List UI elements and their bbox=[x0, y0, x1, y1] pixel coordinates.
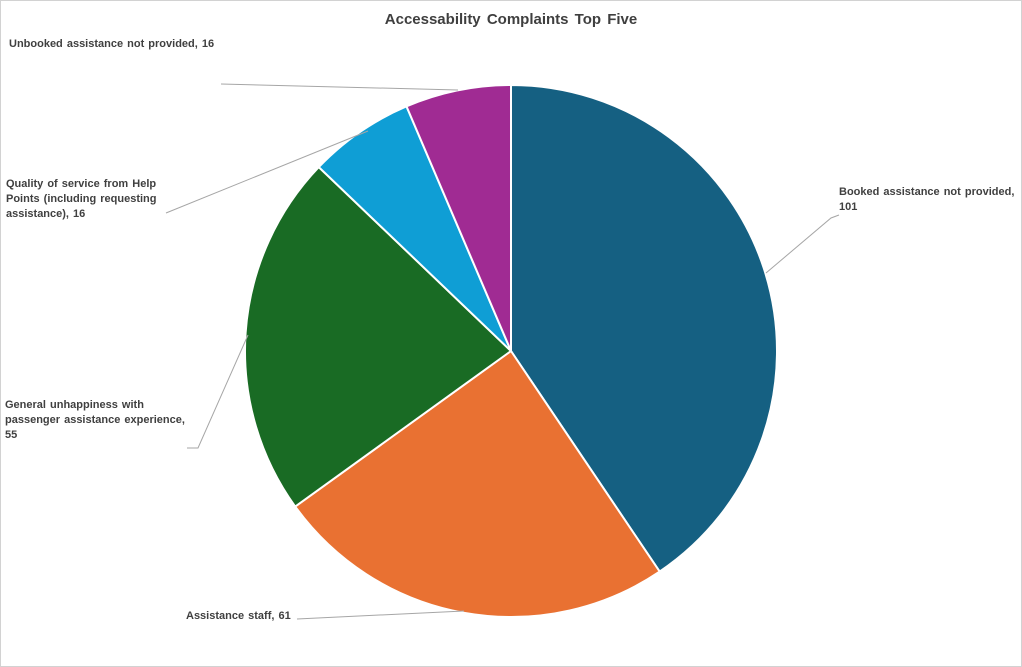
leader-line-unbooked bbox=[220, 83, 459, 91]
data-label-general-unhappiness: General unhappiness with passenger assis… bbox=[5, 399, 185, 441]
chart-title: Accessability Complaints Top Five bbox=[384, 11, 638, 28]
data-label-assistance-staff: Assistance staff, 61 bbox=[186, 610, 291, 622]
data-label-unbooked-assistance-not-provided: Unbooked assistance not provided, 16 bbox=[9, 38, 215, 50]
data-label-quality-of-service: Quality of service from Help Points (inc… bbox=[6, 178, 157, 220]
leader-line-general bbox=[187, 334, 249, 449]
pie-slices bbox=[244, 84, 778, 619]
pie-slice-1-assistance-staff[interactable] bbox=[294, 350, 661, 619]
data-label-booked-assistance-not-provided: Booked assistance not provided, 101 bbox=[839, 186, 1015, 213]
leader-lines bbox=[165, 83, 840, 620]
leader-line-assistance bbox=[296, 610, 465, 620]
leader-line-quality bbox=[165, 130, 369, 214]
pie-slice-0-booked-assistance-not[interactable] bbox=[510, 84, 778, 573]
leader-line-booked bbox=[765, 214, 840, 274]
pie-slice-2-general-unhappiness-with[interactable] bbox=[244, 166, 512, 508]
